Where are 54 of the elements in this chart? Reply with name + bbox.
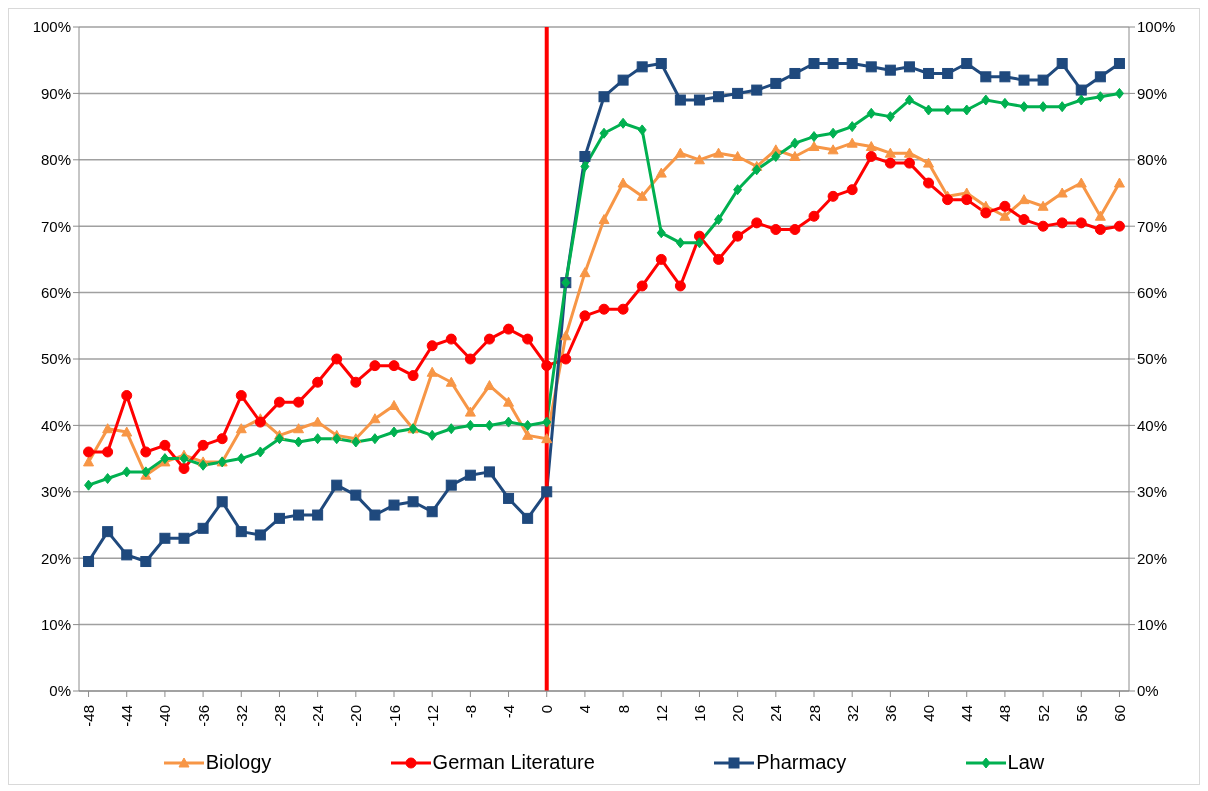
x-tick-label: 28 <box>805 705 823 722</box>
x-tick-label: -32 <box>232 705 250 727</box>
y2-tick-label: 20% <box>1137 549 1168 567</box>
x-tick-label: 36 <box>881 705 899 722</box>
legend-label: Pharmacy <box>756 751 847 774</box>
x-tick-label: -8 <box>461 705 479 719</box>
x-tick-label: -4 <box>500 705 518 719</box>
x-tick-label: -24 <box>309 705 327 727</box>
y2-tick-label: 30% <box>1137 483 1168 501</box>
y2-tick-label: 80% <box>1137 151 1168 169</box>
x-tick-label: 20 <box>729 705 747 722</box>
x-tick-label: 0 <box>538 705 556 714</box>
x-tick-label: 40 <box>920 705 938 722</box>
x-tick-label: 52 <box>1034 705 1052 722</box>
x-tick-label: 24 <box>767 705 785 722</box>
y-tick-label: 70% <box>40 217 71 235</box>
x-tick-label: -44 <box>118 705 136 727</box>
x-tick-label: -36 <box>194 705 212 727</box>
x-tick-label: -40 <box>156 705 174 727</box>
x-tick-label: 4 <box>576 705 594 714</box>
x-tick-label: -28 <box>270 705 288 727</box>
y2-tick-label: 100% <box>1137 18 1176 36</box>
y2-tick-label: 60% <box>1137 283 1168 301</box>
x-tick-label: -20 <box>347 705 365 727</box>
x-tick-label: -48 <box>80 705 98 727</box>
y2-tick-label: 50% <box>1137 350 1168 368</box>
y2-tick-label: 0% <box>1137 682 1159 700</box>
y-tick-label: 60% <box>40 283 71 301</box>
x-tick-label: 12 <box>652 705 670 722</box>
x-tick-label: 8 <box>614 705 632 714</box>
y-tick-label: 20% <box>40 549 71 567</box>
legend-label: Law <box>1007 751 1045 774</box>
legend-label: Biology <box>205 751 272 774</box>
y-tick-label: 50% <box>40 350 71 368</box>
x-tick-label: 44 <box>958 705 976 722</box>
x-tick-label: 16 <box>690 705 708 722</box>
y-tick-label: 100% <box>32 18 71 36</box>
x-tick-label: 60 <box>1110 705 1128 722</box>
y2-tick-label: 40% <box>1137 416 1168 434</box>
x-tick-label: 48 <box>996 705 1014 722</box>
y-tick-label: 40% <box>40 416 71 434</box>
y2-tick-label: 70% <box>1137 217 1168 235</box>
y-tick-label: 10% <box>40 615 71 633</box>
x-tick-label: -16 <box>385 705 403 727</box>
x-tick-label: 56 <box>1072 705 1090 722</box>
y2-tick-label: 90% <box>1137 84 1168 102</box>
legend-label: German Literature <box>432 751 595 774</box>
y-tick-label: 80% <box>40 151 71 169</box>
y-tick-label: 0% <box>49 682 71 700</box>
x-tick-label: -12 <box>423 705 441 727</box>
y-tick-label: 30% <box>40 483 71 501</box>
y-tick-label: 90% <box>40 84 71 102</box>
x-tick-label: 32 <box>843 705 861 722</box>
y2-tick-label: 10% <box>1137 615 1168 633</box>
